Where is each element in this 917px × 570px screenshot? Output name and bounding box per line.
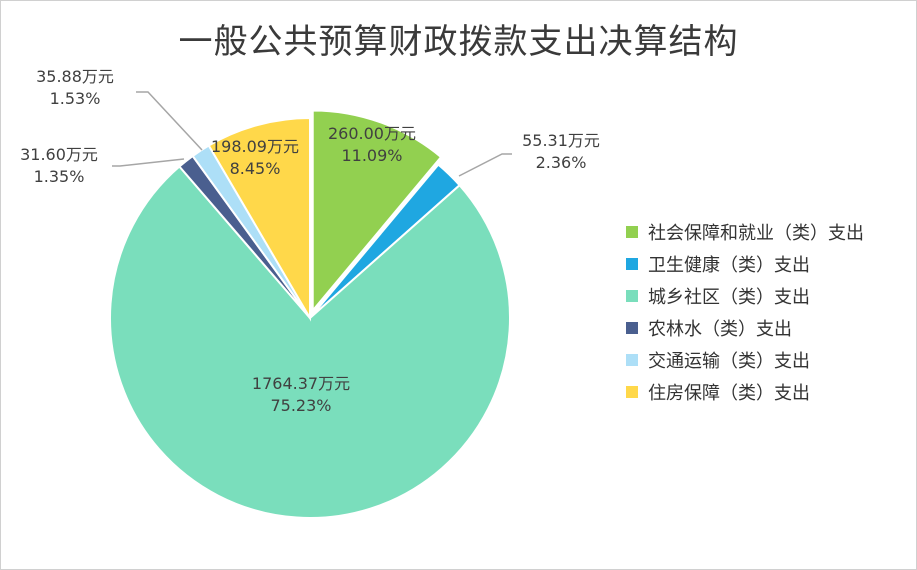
legend-item-agriculture: 农林水（类）支出: [626, 312, 864, 344]
legend-label-transport: 交通运输（类）支出: [648, 351, 810, 372]
legend-label-urban-rural: 城乡社区（类）支出: [648, 287, 810, 308]
legend-item-health: 卫生健康（类）支出: [626, 248, 864, 280]
data-label-value-transport: 35.88万元: [36, 67, 114, 86]
legend: 社会保障和就业（类）支出 卫生健康（类）支出 城乡社区（类）支出 农林水（类）支…: [626, 216, 864, 408]
data-label-value-housing: 198.09万元: [211, 137, 299, 156]
legend-item-social-security: 社会保障和就业（类）支出: [626, 216, 864, 248]
legend-label-agriculture: 农林水（类）支出: [648, 319, 792, 340]
leader-line-agriculture: [112, 158, 185, 167]
leader-line-health: [458, 153, 512, 177]
legend-item-urban-rural: 城乡社区（类）支出: [626, 280, 864, 312]
legend-swatch-agriculture: [626, 322, 638, 334]
legend-swatch-housing: [626, 386, 638, 398]
chart-title: 一般公共预算财政拨款支出决算结构: [178, 22, 739, 62]
data-label-value-social-security: 260.00万元: [328, 124, 416, 143]
data-label-percent-health: 2.36%: [536, 153, 587, 172]
legend-item-transport: 交通运输（类）支出: [626, 344, 864, 376]
data-label-percent-social-security: 11.09%: [341, 146, 402, 165]
legend-swatch-urban-rural: [626, 290, 638, 302]
pie-slice-urban-rural: [109, 165, 511, 519]
legend-swatch-transport: [626, 354, 638, 366]
legend-item-housing: 住房保障（类）支出: [626, 376, 864, 408]
leader-line-transport: [136, 91, 203, 151]
data-label-percent-transport: 1.53%: [50, 89, 101, 108]
legend-swatch-social-security: [626, 226, 638, 238]
legend-swatch-health: [626, 258, 638, 270]
legend-label-health: 卫生健康（类）支出: [648, 255, 810, 276]
pie-slice-social-security: [311, 109, 443, 314]
data-label-percent-urban-rural: 75.23%: [270, 396, 331, 415]
data-label-value-agriculture: 31.60万元: [20, 145, 98, 164]
legend-label-housing: 住房保障（类）支出: [648, 383, 810, 404]
data-label-percent-agriculture: 1.35%: [34, 167, 85, 186]
data-label-value-urban-rural: 1764.37万元: [252, 374, 350, 393]
legend-label-social-security: 社会保障和就业（类）支出: [648, 223, 864, 244]
data-label-value-health: 55.31万元: [522, 131, 600, 150]
data-label-percent-housing: 8.45%: [230, 159, 281, 178]
pie-slice-housing: [207, 116, 311, 322]
